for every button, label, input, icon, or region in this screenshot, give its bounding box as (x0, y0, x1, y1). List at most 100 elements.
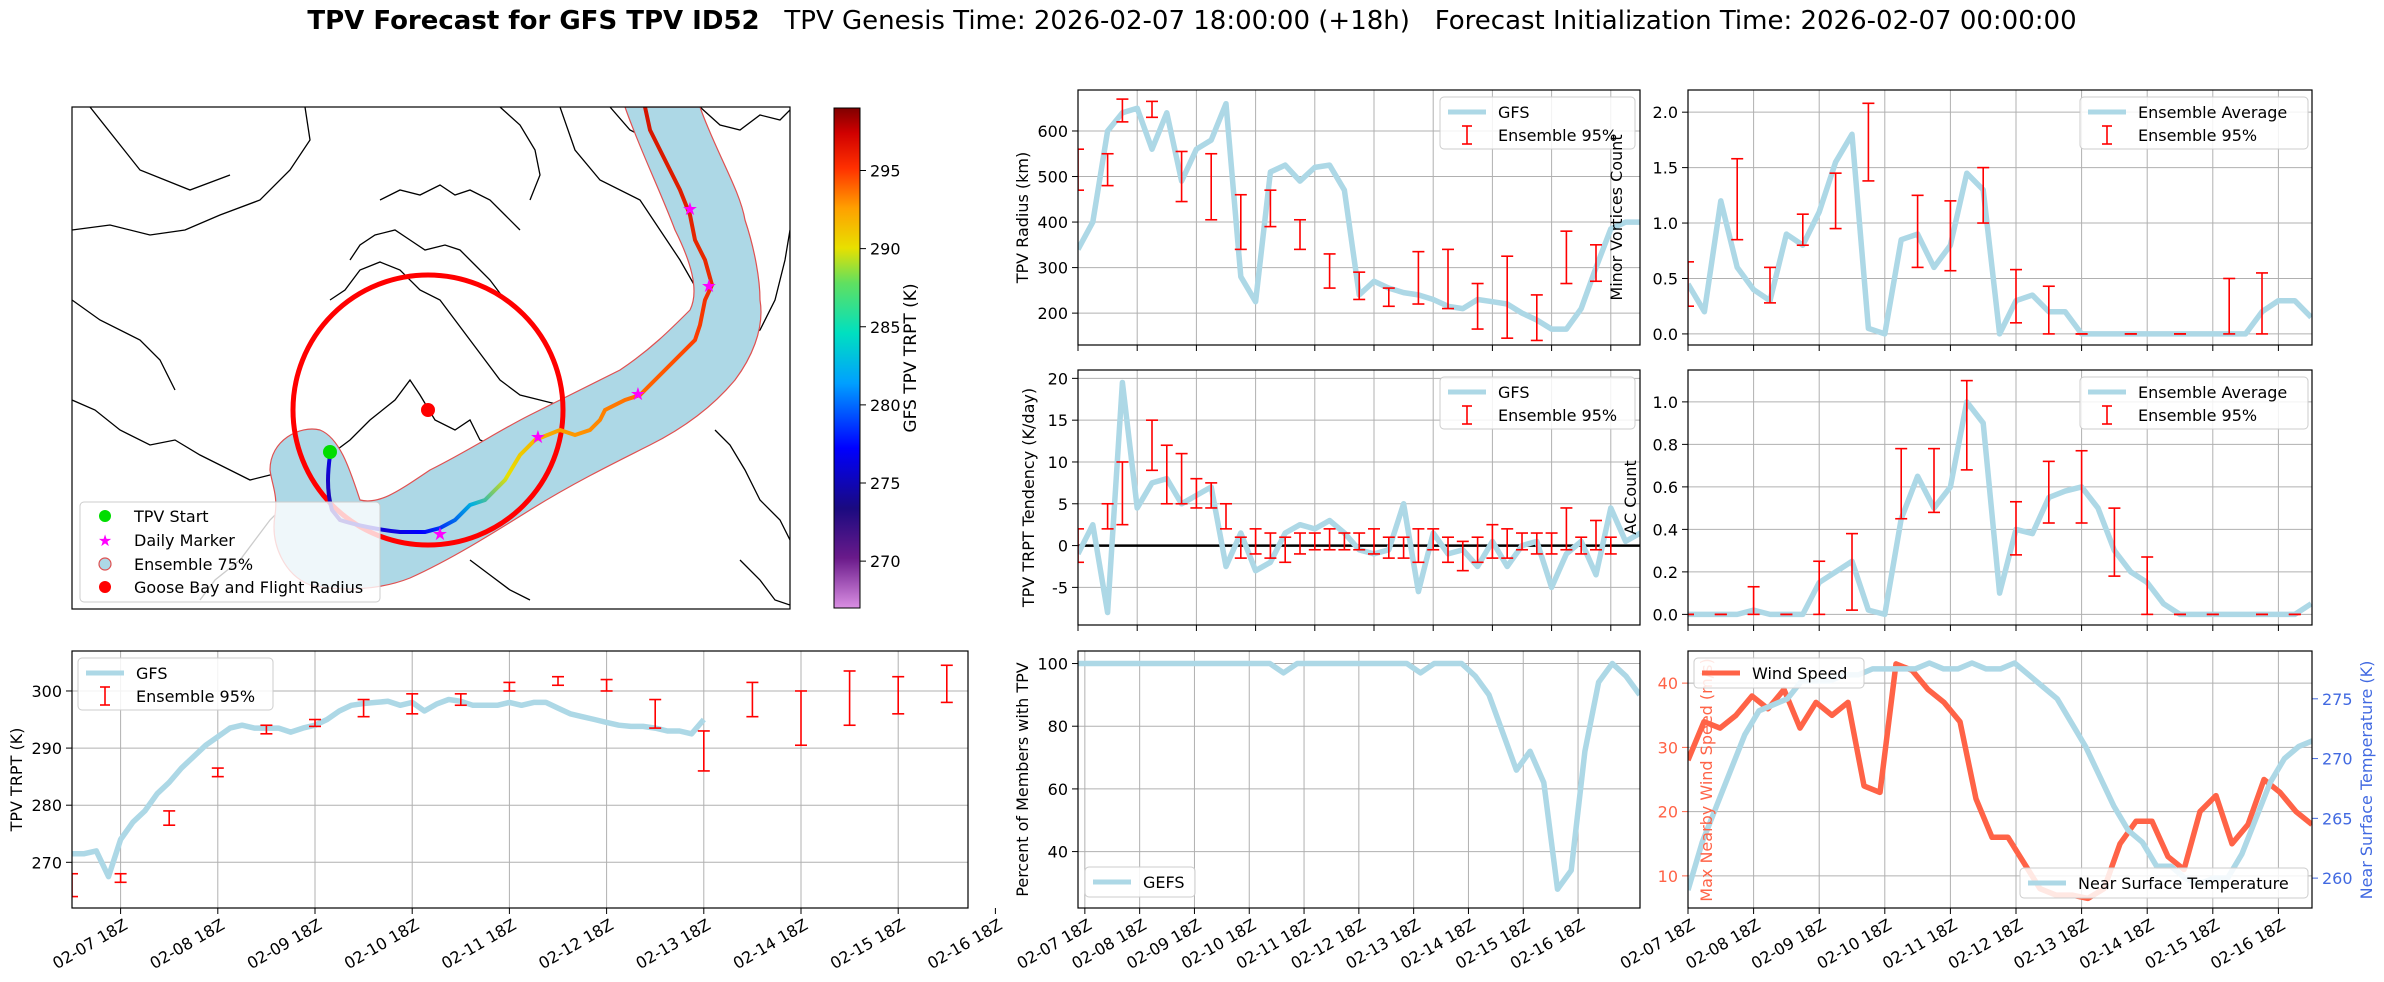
y-tick-label: 270 (31, 853, 62, 872)
legend-label: Near Surface Temperature (2078, 874, 2289, 893)
legend-label: Ensemble Average (2138, 103, 2287, 122)
y-tick-label: 0.4 (1653, 520, 1678, 539)
y-tick-label: 0.6 (1653, 478, 1678, 497)
series-line (1688, 399, 2312, 618)
legend-label: Ensemble 95% (1498, 126, 1617, 145)
series-line (1688, 131, 2312, 337)
temperature-line (1688, 660, 2312, 891)
x-tick-label: 02-09 18Z (244, 915, 325, 973)
daily-marker: ★ (432, 524, 448, 545)
y-tick-label: 200 (1037, 304, 1068, 323)
daily-marker: ★ (701, 276, 717, 297)
goose-bay-marker (421, 403, 435, 417)
x-tick-label: 02-10 18Z (341, 915, 422, 973)
ac-count-chart: 0.0 0.2 0.4 0.6 0.8 1.0 AC Count Ensemble Avera… (1621, 369, 2313, 631)
y-tick-label: 300 (1037, 259, 1068, 278)
y-tick-label: 5 (1058, 495, 1068, 514)
plot-frame (1687, 89, 2313, 346)
y-tick-label: 40 (1658, 674, 1678, 693)
init-time: Forecast Initialization Time: 2026-02-07… (1434, 6, 2077, 36)
legend-label: Ensemble 95% (1498, 406, 1617, 425)
y-right-tick-label: 270 (2322, 750, 2353, 769)
wind-speed-line (1688, 661, 2312, 902)
legend-box (77, 657, 274, 711)
y-tick-label: 20 (1048, 369, 1068, 388)
y-tick-label: 280 (31, 796, 62, 815)
plot-area (72, 664, 953, 898)
y-axis-label: Percent of Members with TPV (1013, 662, 1032, 896)
coastlines (72, 107, 790, 606)
x-tick-label: 02-16 18Z (2207, 915, 2288, 973)
y-tick-label: 20 (1658, 803, 1678, 822)
figure-title-bold: TPV Forecast for GFS TPV ID52 (307, 6, 760, 36)
y-axis-label: Minor Vortices Count (1607, 134, 1626, 300)
map-colorbar: 270 275 280 285 290 295 GFS TPV TRPT (K) (833, 107, 921, 609)
y-tick-label: 80 (1048, 717, 1068, 736)
tpv-start-marker (323, 445, 337, 459)
y-axis-label: TPV TRPT (K) (7, 728, 26, 833)
colorbar-tick-label: 275 (870, 474, 901, 493)
y-tick-label: 0.5 (1653, 269, 1678, 288)
plot-frame (1077, 89, 1641, 346)
flight-radius-circle (290, 272, 566, 548)
series-line (72, 696, 706, 880)
y-tick-label: 1.0 (1653, 393, 1678, 412)
colorbar-bar (833, 107, 861, 609)
y-axis-label: AC Count (1621, 460, 1640, 534)
x-tick-label: 02-14 18Z (730, 915, 811, 973)
y-tick-label: 600 (1037, 122, 1068, 141)
colorbar-tick-label: 270 (870, 552, 901, 571)
y-right-axis-label: Near Surface Temperature (K) (2357, 661, 2376, 900)
x-tick-label: 02-11 18Z (438, 915, 519, 973)
daily-marker: ★ (530, 427, 546, 448)
y-tick-label: 300 (31, 682, 62, 701)
y-tick-label: 400 (1037, 213, 1068, 232)
plot-area (1078, 379, 1640, 616)
y-tick-label: 15 (1048, 411, 1068, 430)
y-tick-label: 1.5 (1653, 159, 1678, 178)
y-tick-label: 0 (1058, 537, 1068, 556)
y-tick-label: 10 (1658, 867, 1678, 886)
y-axis-label: Max Nearby Wind Speed (m/s) (1697, 658, 1716, 901)
plot-area (1078, 660, 1640, 892)
radius-chart: 200 300 400 500 600 TPV Radius (km) GFS Ensembl… (1013, 89, 1641, 351)
legend-tpv-start-label: TPV Start (133, 507, 209, 526)
y-right-tick-label: 265 (2322, 809, 2353, 828)
legend-label: GEFS (1143, 873, 1185, 892)
map-legend-box (79, 501, 381, 603)
y-tick-label: 290 (31, 739, 62, 758)
y-axis-label: TPV Radius (km) (1013, 152, 1032, 285)
colorbar-tick-label: 280 (870, 396, 901, 415)
series-line (1078, 660, 1640, 892)
legend-goose-bay-marker (99, 581, 111, 593)
map-legend: TPV Start ★ Daily Marker Ensemble 75% Go… (79, 501, 381, 603)
daily-markers: ★ ★ ★ ★ ★ (432, 199, 717, 545)
plot-area (1688, 660, 2312, 902)
y-tick-label: 2.0 (1653, 103, 1678, 122)
legend-label: Ensemble 95% (2138, 126, 2257, 145)
legend-label: GFS (1498, 103, 1529, 122)
y-tick-label: -5 (1052, 578, 1068, 597)
plot-area (1688, 379, 2312, 618)
y-tick-label: 40 (1048, 843, 1068, 862)
y-tick-label: 30 (1658, 738, 1678, 757)
plot-frame (1077, 650, 1641, 909)
legend-label: Ensemble 95% (136, 687, 255, 706)
figure-title: TPV Forecast for GFS TPV ID52 TPV Genesi… (0, 6, 2384, 36)
legend-box (1439, 96, 1636, 150)
plot-frame (1687, 650, 2313, 909)
legend-box (1693, 657, 1865, 689)
y-right-tick-label: 260 (2322, 869, 2353, 888)
legend-label: Wind Speed (1752, 664, 1847, 683)
map-panel: ★ ★ ★ ★ ★ TPV Start ★ Daily Marker Ensem… (71, 106, 921, 610)
y-tick-label: 1.0 (1653, 214, 1678, 233)
x-tick-label: 02-07 18Z (49, 915, 130, 973)
legend-box (1439, 376, 1636, 430)
plot-frame (71, 650, 969, 909)
genesis-time: TPV Genesis Time: 2026-02-07 18:00:00 (+… (784, 6, 1410, 36)
legend-ensemble-75-label: Ensemble 75% (134, 555, 253, 574)
y-tick-label: 100 (1037, 655, 1068, 674)
map-border (71, 106, 791, 610)
